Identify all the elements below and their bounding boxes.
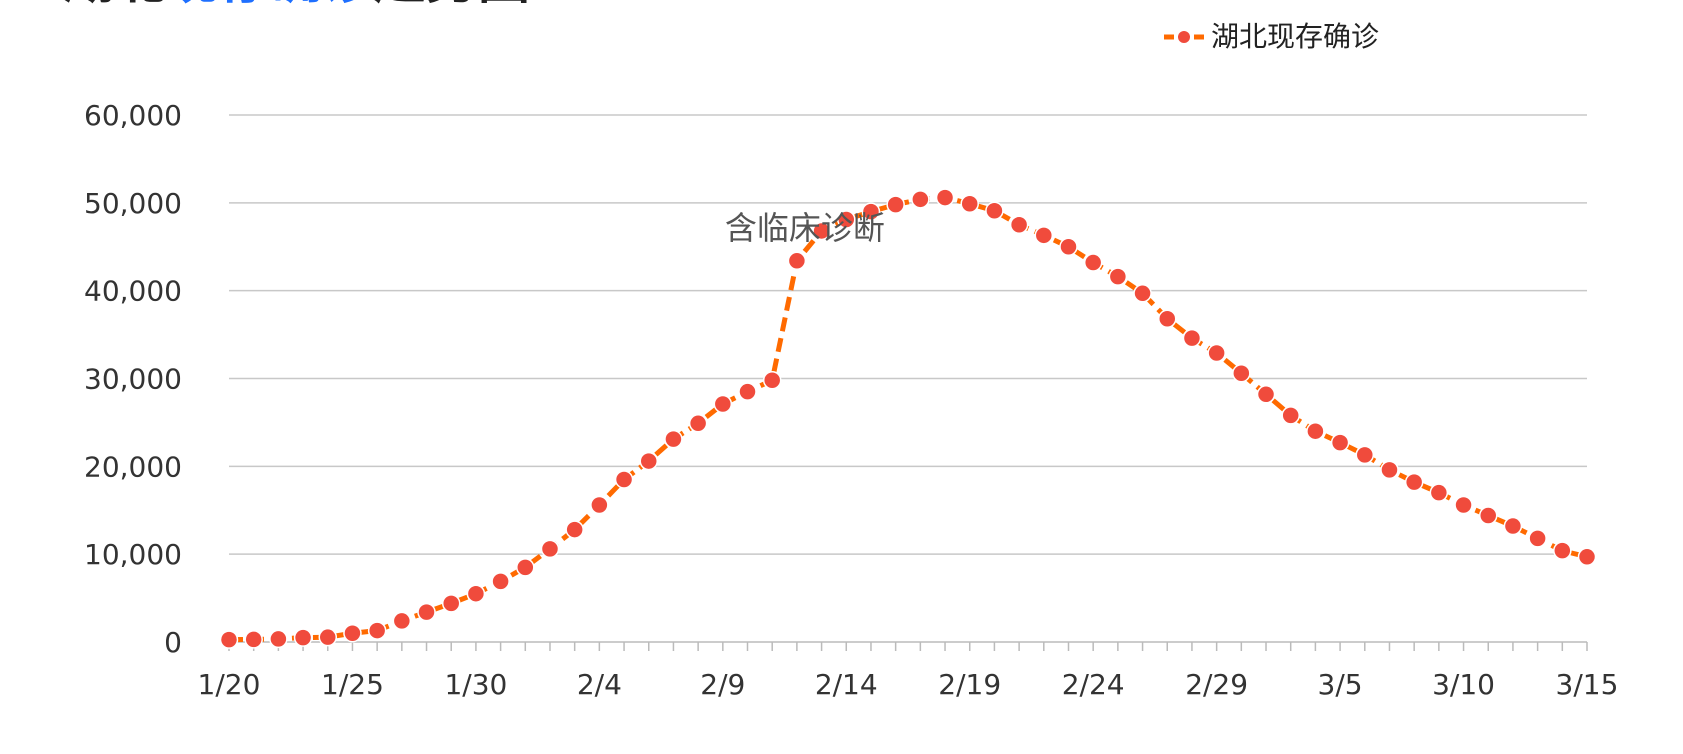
x-tick-label: 3/5 <box>1318 668 1363 701</box>
data-point[interactable] <box>466 584 486 603</box>
data-point[interactable] <box>1083 253 1103 272</box>
data-point[interactable] <box>985 201 1004 220</box>
data-point[interactable] <box>565 520 584 539</box>
data-point[interactable] <box>787 251 807 271</box>
data-point[interactable] <box>861 202 881 221</box>
data-point[interactable] <box>590 495 609 515</box>
data-point[interactable] <box>837 210 856 229</box>
data-point[interactable] <box>664 429 683 449</box>
data-point[interactable] <box>1355 445 1375 465</box>
data-point[interactable] <box>1158 309 1177 329</box>
data-point[interactable] <box>516 558 535 577</box>
data-point[interactable] <box>1404 472 1424 492</box>
data-point[interactable] <box>1454 495 1473 515</box>
data-point[interactable] <box>392 611 412 631</box>
x-tick-label: 2/14 <box>815 668 878 701</box>
data-point[interactable] <box>367 621 387 640</box>
data-point[interactable] <box>1553 541 1572 560</box>
data-point[interactable] <box>688 414 708 433</box>
x-tick-label: 3/10 <box>1432 668 1495 701</box>
data-point[interactable] <box>1306 421 1325 441</box>
data-point[interactable] <box>1108 267 1128 286</box>
y-tick-label: 20,000 <box>84 450 182 483</box>
data-point[interactable] <box>1059 237 1078 256</box>
gridlines <box>229 114 1587 555</box>
y-tick-label: 0 <box>164 626 182 659</box>
data-point[interactable] <box>1478 506 1498 525</box>
data-point[interactable] <box>269 629 288 649</box>
x-tick-label: 2/19 <box>938 668 1001 701</box>
data-point[interactable] <box>244 630 263 649</box>
chart-title-part: 现存确诊 <box>166 0 375 11</box>
data-point[interactable] <box>1182 328 1202 348</box>
data-point[interactable] <box>540 539 560 559</box>
data-point[interactable] <box>911 190 930 209</box>
x-axis-labels: 1/20 1/25 1/30 2/4 2/9 2/14 2/19 2/24 2/29 3/5 3/1… <box>198 668 1619 701</box>
data-point[interactable] <box>935 188 955 207</box>
data-point[interactable] <box>614 470 634 489</box>
data-point[interactable] <box>293 628 313 647</box>
legend-marker-sample <box>1178 31 1190 43</box>
data-point[interactable] <box>812 221 831 241</box>
data-point[interactable] <box>1577 547 1597 567</box>
series-line <box>228 195 1588 643</box>
x-tick-label: 2/24 <box>1062 668 1125 701</box>
x-tick-label: 2/9 <box>700 668 745 701</box>
data-point[interactable] <box>1380 460 1399 480</box>
data-point[interactable] <box>639 451 658 471</box>
y-tick-label: 40,000 <box>84 275 182 308</box>
data-point[interactable] <box>343 623 362 643</box>
data-point[interactable] <box>1429 483 1449 502</box>
data-point[interactable] <box>1034 226 1054 245</box>
y-axis-labels: 0 10,000 20,000 30,000 40,000 50,000 60,000 <box>84 99 182 659</box>
data-point[interactable] <box>1256 385 1276 404</box>
x-tick-label: 3/15 <box>1556 668 1619 701</box>
chart-title: 湖北现存确诊趋势图 <box>62 0 530 11</box>
y-tick-label: 30,000 <box>84 363 182 396</box>
chart-title-part: 趋势图 <box>374 0 530 11</box>
data-point[interactable] <box>1232 363 1251 383</box>
data-point[interactable] <box>491 572 510 591</box>
data-point[interactable] <box>1528 529 1547 548</box>
y-tick-label: 50,000 <box>84 187 182 220</box>
data-point[interactable] <box>713 394 733 414</box>
data-point[interactable] <box>441 594 461 613</box>
legend-label: 湖北现存确诊 <box>1211 20 1379 53</box>
data-point[interactable] <box>219 630 239 649</box>
chart-title-part: 湖北 <box>62 0 166 11</box>
data-point[interactable] <box>886 195 905 214</box>
data-point[interactable] <box>417 602 436 622</box>
x-tick-label: 1/30 <box>444 668 507 701</box>
data-point[interactable] <box>1281 406 1300 425</box>
y-tick-label: 60,000 <box>84 99 182 132</box>
data-point[interactable] <box>1503 516 1523 536</box>
data-point[interactable] <box>762 371 782 390</box>
series-markers <box>219 188 1597 649</box>
data-point[interactable] <box>1330 433 1350 452</box>
y-tick-label: 10,000 <box>84 538 182 571</box>
data-point[interactable] <box>318 627 338 647</box>
data-point[interactable] <box>1009 215 1029 235</box>
data-point[interactable] <box>1207 343 1226 363</box>
clinical-diagnosis-annotation: 含临床诊断 <box>725 209 885 247</box>
legend[interactable]: 湖北现存确诊 <box>1164 20 1379 53</box>
data-point[interactable] <box>960 194 979 213</box>
x-tick-label: 1/20 <box>198 668 261 701</box>
x-tick-label: 1/25 <box>321 668 384 701</box>
x-tick-label: 2/29 <box>1185 668 1248 701</box>
x-axis <box>228 641 1588 651</box>
x-tick-label: 2/4 <box>577 668 622 701</box>
data-point[interactable] <box>1133 284 1152 303</box>
data-point[interactable] <box>738 382 757 401</box>
